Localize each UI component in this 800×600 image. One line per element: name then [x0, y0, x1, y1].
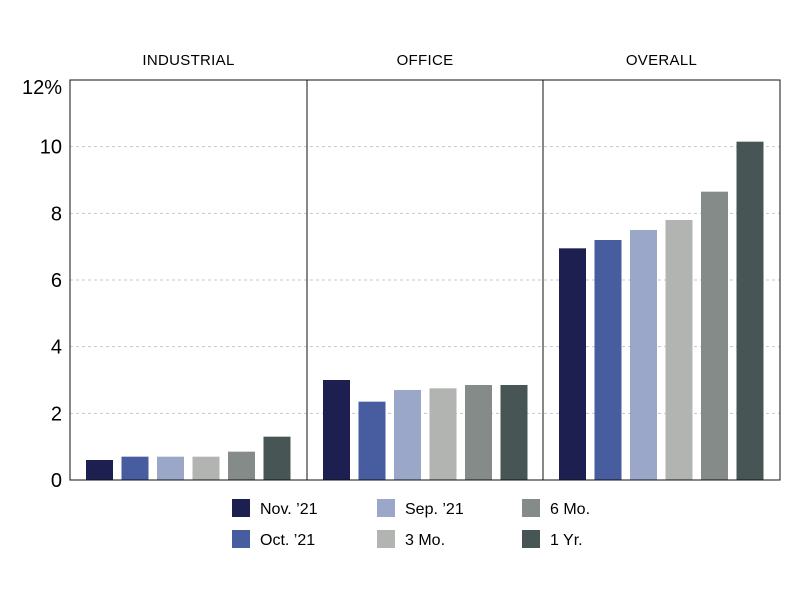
legend-swatch — [232, 499, 250, 517]
legend-label: Oct. ’21 — [260, 532, 315, 549]
bar-overall-3 — [630, 230, 657, 480]
bar-overall-4 — [665, 220, 693, 480]
legend-label: 3 Mo. — [405, 532, 445, 549]
bar-industrial-3 — [157, 456, 184, 480]
bar-industrial-6 — [263, 436, 291, 480]
bar-overall-1 — [559, 248, 586, 480]
y-tick-label: 10 — [40, 137, 62, 159]
legend-swatch — [522, 530, 540, 548]
y-tick-label: 4 — [51, 337, 62, 359]
bar-office-3 — [394, 390, 421, 480]
y-tick-label: 6 — [51, 270, 62, 292]
legend-item: 6 Mo. — [522, 499, 590, 518]
legend-swatch — [377, 499, 395, 517]
legend-item: Oct. ’21 — [232, 530, 315, 549]
bar-industrial-2 — [121, 456, 149, 480]
legend-label: 6 Mo. — [550, 501, 590, 518]
bar-overall-6 — [736, 141, 764, 480]
y-tick-label: 8 — [51, 203, 62, 225]
bar-office-1 — [323, 380, 350, 480]
bar-overall-2 — [594, 240, 622, 480]
bar-industrial-5 — [228, 451, 255, 480]
bar-industrial-4 — [192, 456, 220, 480]
legend-item: 1 Yr. — [522, 530, 583, 549]
legend-swatch — [522, 499, 540, 517]
legend-item: 3 Mo. — [377, 530, 445, 549]
panel-title: INDUSTRIAL — [142, 52, 234, 69]
bar-office-6 — [500, 385, 528, 480]
legend-swatch — [232, 530, 250, 548]
legend-label: Sep. ’21 — [405, 501, 464, 518]
panel-title: OFFICE — [397, 52, 454, 69]
y-axis-unit-label: 12% — [22, 77, 62, 99]
legend-item: Sep. ’21 — [377, 499, 464, 518]
plot-frame — [69, 79, 781, 481]
legend-item: Nov. ’21 — [232, 499, 318, 518]
bar-office-5 — [465, 385, 492, 480]
y-tick-label: 2 — [51, 403, 62, 425]
legend-label: Nov. ’21 — [260, 501, 318, 518]
panel-title: OVERALL — [626, 52, 697, 69]
legend-swatch — [377, 530, 395, 548]
y-tick-label: 0 — [51, 470, 62, 492]
bar-industrial-1 — [86, 460, 113, 480]
bar-overall-5 — [701, 191, 728, 480]
bar-office-2 — [358, 401, 386, 480]
bar-office-4 — [429, 388, 457, 480]
legend-label: 1 Yr. — [550, 532, 583, 549]
